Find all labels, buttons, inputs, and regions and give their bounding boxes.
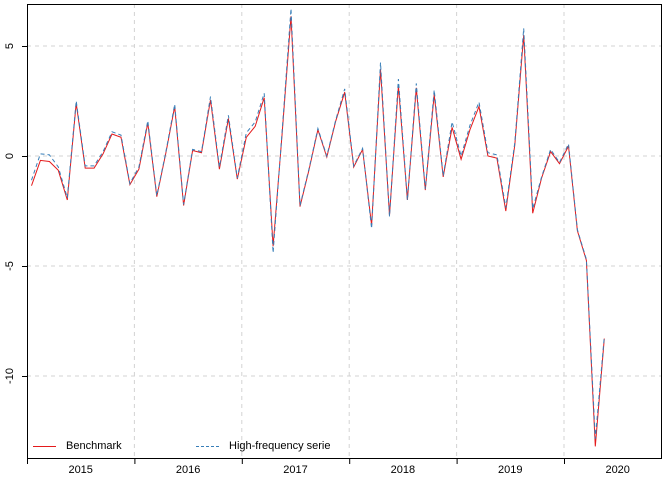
y-tick-label: -5 [4, 261, 16, 271]
x-tick-label: 2015 [68, 464, 93, 476]
y-tick-label: 5 [4, 42, 16, 50]
x-tick-label: 2018 [390, 464, 416, 476]
high-frequency-line [31, 8, 605, 439]
high-frequency-line-sample [196, 445, 219, 447]
x-tick-label: 2017 [283, 464, 308, 476]
plot-box [27, 4, 662, 459]
x-tick-label: 2019 [498, 464, 523, 476]
benchmark-line [31, 16, 605, 447]
x-tick-label: 2020 [605, 464, 630, 476]
benchmark-line-sample [33, 445, 56, 447]
legend-label-benchmark: Benchmark [66, 440, 122, 452]
legend-item-high-frequency: High-frequency serie [196, 440, 331, 452]
legend-item-benchmark: Benchmark [33, 440, 122, 452]
legend-label-high-frequency: High-frequency serie [229, 440, 331, 452]
x-tick-label: 2016 [175, 464, 201, 476]
y-tick-label: -10 [4, 368, 16, 384]
y-tick-label: 0 [4, 152, 16, 160]
